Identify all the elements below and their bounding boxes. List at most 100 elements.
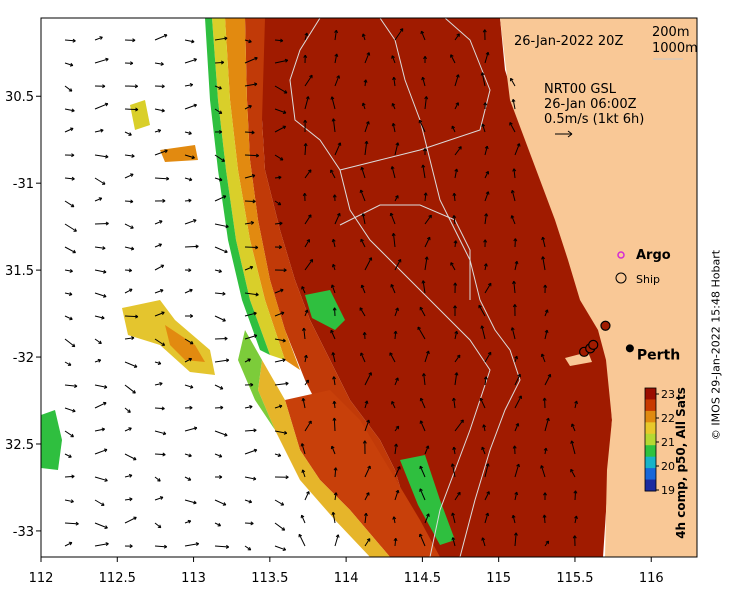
current-arrow [391,103,396,110]
current-arrow-head [361,213,364,217]
current-arrow [544,540,549,547]
current-arrow-head [303,143,307,147]
current-arrow-head [364,140,368,144]
current-arrow [540,465,546,478]
current-arrow [571,423,576,432]
current-arrow [214,522,221,527]
current-arrow [154,289,164,294]
current-arrow-head [72,203,75,207]
sst-patch-lower [400,455,455,545]
current-arrow [454,102,459,110]
current-arrow [154,545,167,548]
current-arrow-head [255,153,259,157]
current-arrow [389,352,396,363]
current-arrow [154,62,164,65]
current-arrow-head [251,130,255,134]
current-arrow-head [335,534,339,538]
current-arrow [424,350,430,363]
current-arrow-head [133,390,136,394]
current-arrow-head [543,492,546,496]
current-arrow [333,417,336,432]
current-arrow [214,292,226,295]
current-arrow-head [158,478,161,482]
current-arrow [184,543,199,547]
current-arrow [419,306,426,317]
current-arrow-head [278,201,282,205]
current-arrow-head [102,246,106,249]
current-arrow-head [304,309,308,313]
current-arrow [214,177,223,181]
colorbar-tick-label: 22 [661,412,675,425]
current-arrow [454,33,460,41]
current-arrow [454,168,458,179]
current-arrow-head [481,123,483,127]
current-arrow [94,315,105,319]
current-arrow [514,143,520,156]
current-arrow [64,499,74,503]
current-arrow [331,96,336,110]
current-arrow [541,353,546,363]
current-arrow-head [71,108,75,112]
current-arrow [94,338,102,344]
sst-patch-west [41,410,62,470]
current-arrow-head [516,143,520,146]
current-arrow-head [224,336,228,339]
current-arrow [214,315,226,322]
current-arrow [214,430,228,436]
current-arrow-head [452,215,455,219]
current-arrow [424,214,432,225]
current-arrow-head [302,327,305,331]
current-arrow-head [252,199,256,202]
current-arrow-head [517,373,521,377]
current-arrow [364,79,367,87]
current-arrow [334,75,340,87]
current-arrow-head [331,512,334,516]
current-arrow-head [99,36,103,38]
current-arrow [513,281,516,294]
current-arrow-head [129,132,132,136]
current-arrow-head [485,51,489,55]
depth-contours [289,18,521,557]
colorbar-segment [645,399,656,412]
current-arrow-head [220,110,223,114]
current-arrow-head [573,490,576,494]
current-arrow [298,534,306,547]
current-arrow [64,85,73,92]
current-arrow-head [191,39,195,43]
current-arrow [333,401,336,409]
current-arrow-head [510,190,513,194]
current-arrow [391,55,396,64]
current-arrow [514,261,518,271]
current-arrow [274,430,287,434]
current-arrow-head [307,169,312,172]
current-arrow [124,453,137,461]
current-arrow [484,146,488,156]
current-arrow [64,407,76,412]
current-arrow [544,329,548,340]
colorbar-segment [645,388,656,400]
current-arrow-head [131,336,135,339]
current-arrow-head [74,384,78,387]
current-arrow-head [75,521,79,525]
current-time-label: 26-Jan 06:00Z [544,97,637,112]
colorbar-segment [645,479,656,492]
current-arrow-head [518,395,522,398]
current-arrow [154,129,161,133]
current-arrow-head [332,307,336,311]
current-arrow-head [192,155,195,159]
current-arrow [184,245,199,248]
ship-track [579,320,611,357]
current-arrow-head [421,77,424,81]
current-arrow-head [253,311,257,314]
current-arrow-head [483,376,487,380]
current-arrow-head [105,57,109,60]
argo-legend-label: Argo [636,248,671,263]
current-arrow [453,215,456,225]
current-arrow-head [515,423,519,426]
current-arrow [422,77,426,87]
current-arrow [364,538,371,547]
current-arrow [184,384,194,389]
current-arrow [94,402,107,409]
current-arrow [214,384,224,390]
current-arrow [394,425,400,432]
